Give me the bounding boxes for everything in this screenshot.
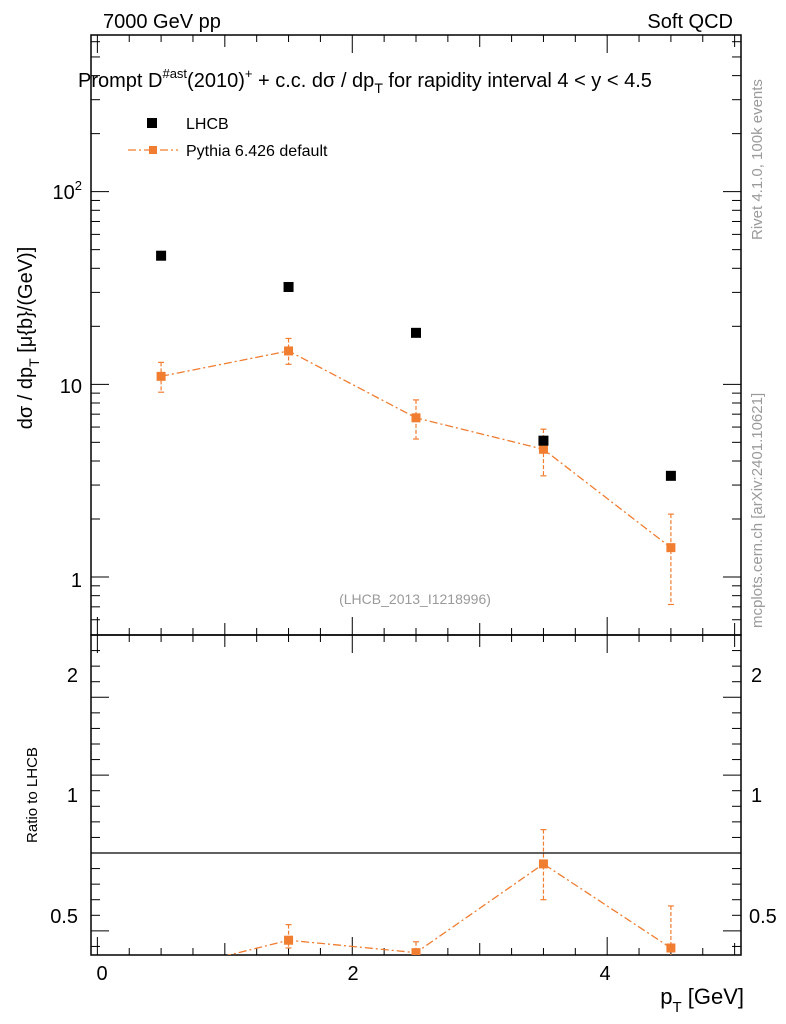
lhcb-point — [538, 435, 549, 446]
ratio-line — [226, 863, 672, 955]
x-axis-label: pT [GeV] — [660, 984, 744, 1016]
ratio-point — [666, 943, 676, 953]
x-tick-label-0: 0 — [96, 963, 107, 985]
ratio-series-layer — [157, 829, 676, 976]
main-series-layer — [156, 250, 676, 606]
pythia-point — [411, 413, 421, 423]
ratio-tick-right-2: 2 — [751, 665, 762, 687]
analysis-watermark: (LHCB_2013_I1218996) — [339, 591, 491, 607]
pythia-point — [284, 346, 294, 356]
pythia-point — [156, 371, 166, 381]
header-left: 7000 GeV pp — [103, 11, 221, 33]
ratio-tick-left-05: 0.5 — [50, 906, 78, 928]
pythia-line — [160, 350, 672, 549]
y-tick-label-1: 1 — [71, 570, 82, 592]
ratio-tick-right-05: 0.5 — [749, 906, 777, 928]
ratio-tick-left-2: 2 — [67, 665, 78, 687]
legend-marker-pythia — [149, 146, 157, 154]
legend-label-lhcb: LHCB — [186, 116, 229, 133]
ratio-plot-frame — [90, 634, 742, 956]
ratio-point — [411, 948, 421, 955]
y-tick-label-100: 102 — [53, 178, 82, 204]
ratio-point — [284, 935, 294, 945]
x-tick-label-4: 4 — [599, 963, 610, 985]
rivet-version-label: Rivet 4.1.0, 100k events — [749, 79, 766, 240]
pythia-point — [538, 444, 548, 454]
mcplots-label: mcplots.cern.ch [arXiv:2401.10621] — [749, 393, 766, 628]
ratio-y-label: Ratio to LHCB — [24, 747, 41, 843]
lhcb-point — [283, 281, 294, 292]
main-title: Prompt D#ast(2010)+ + c.c. dσ / dpT for … — [78, 66, 652, 96]
lhcb-point — [411, 327, 421, 338]
legend-marker-lhcb — [147, 118, 157, 128]
ratio-clipped — [157, 829, 676, 976]
main-y-label: dσ / dpT [μ{b}/(GeV)] — [15, 247, 42, 430]
lhcb-point — [156, 250, 167, 261]
axis-ticks — [91, 35, 741, 955]
ratio-point — [538, 859, 548, 869]
header-right: Soft QCD — [647, 11, 733, 33]
ratio-point — [157, 967, 166, 976]
y-tick-label-10: 10 — [60, 376, 82, 398]
pythia-point — [666, 543, 676, 553]
lhcb-point — [665, 470, 676, 481]
ratio-tick-right-1: 1 — [751, 785, 762, 807]
x-tick-label-2: 2 — [347, 963, 358, 985]
ratio-tick-left-1: 1 — [67, 785, 78, 807]
legend: LHCB Pythia 6.426 default — [128, 116, 328, 160]
legend-label-pythia: Pythia 6.426 default — [186, 143, 328, 160]
